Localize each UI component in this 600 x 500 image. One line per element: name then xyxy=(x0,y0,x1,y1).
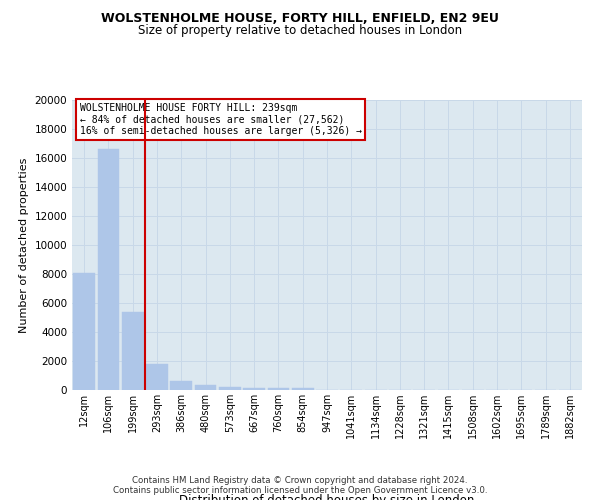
Text: WOLSTENHOLME HOUSE, FORTY HILL, ENFIELD, EN2 9EU: WOLSTENHOLME HOUSE, FORTY HILL, ENFIELD,… xyxy=(101,12,499,26)
X-axis label: Distribution of detached houses by size in London: Distribution of detached houses by size … xyxy=(179,494,475,500)
Text: Size of property relative to detached houses in London: Size of property relative to detached ho… xyxy=(138,24,462,37)
Bar xyxy=(292,388,314,390)
Bar xyxy=(243,388,265,390)
Y-axis label: Number of detached properties: Number of detached properties xyxy=(19,158,29,332)
Bar xyxy=(219,387,241,390)
Bar xyxy=(97,150,119,390)
Bar xyxy=(194,385,217,390)
Bar xyxy=(122,312,143,390)
Text: Contains HM Land Registry data © Crown copyright and database right 2024.
Contai: Contains HM Land Registry data © Crown c… xyxy=(113,476,487,495)
Text: WOLSTENHOLME HOUSE FORTY HILL: 239sqm
← 84% of detached houses are smaller (27,5: WOLSTENHOLME HOUSE FORTY HILL: 239sqm ← … xyxy=(80,103,362,136)
Bar xyxy=(73,272,95,390)
Bar xyxy=(170,380,192,390)
Bar xyxy=(146,364,168,390)
Bar xyxy=(268,388,289,390)
